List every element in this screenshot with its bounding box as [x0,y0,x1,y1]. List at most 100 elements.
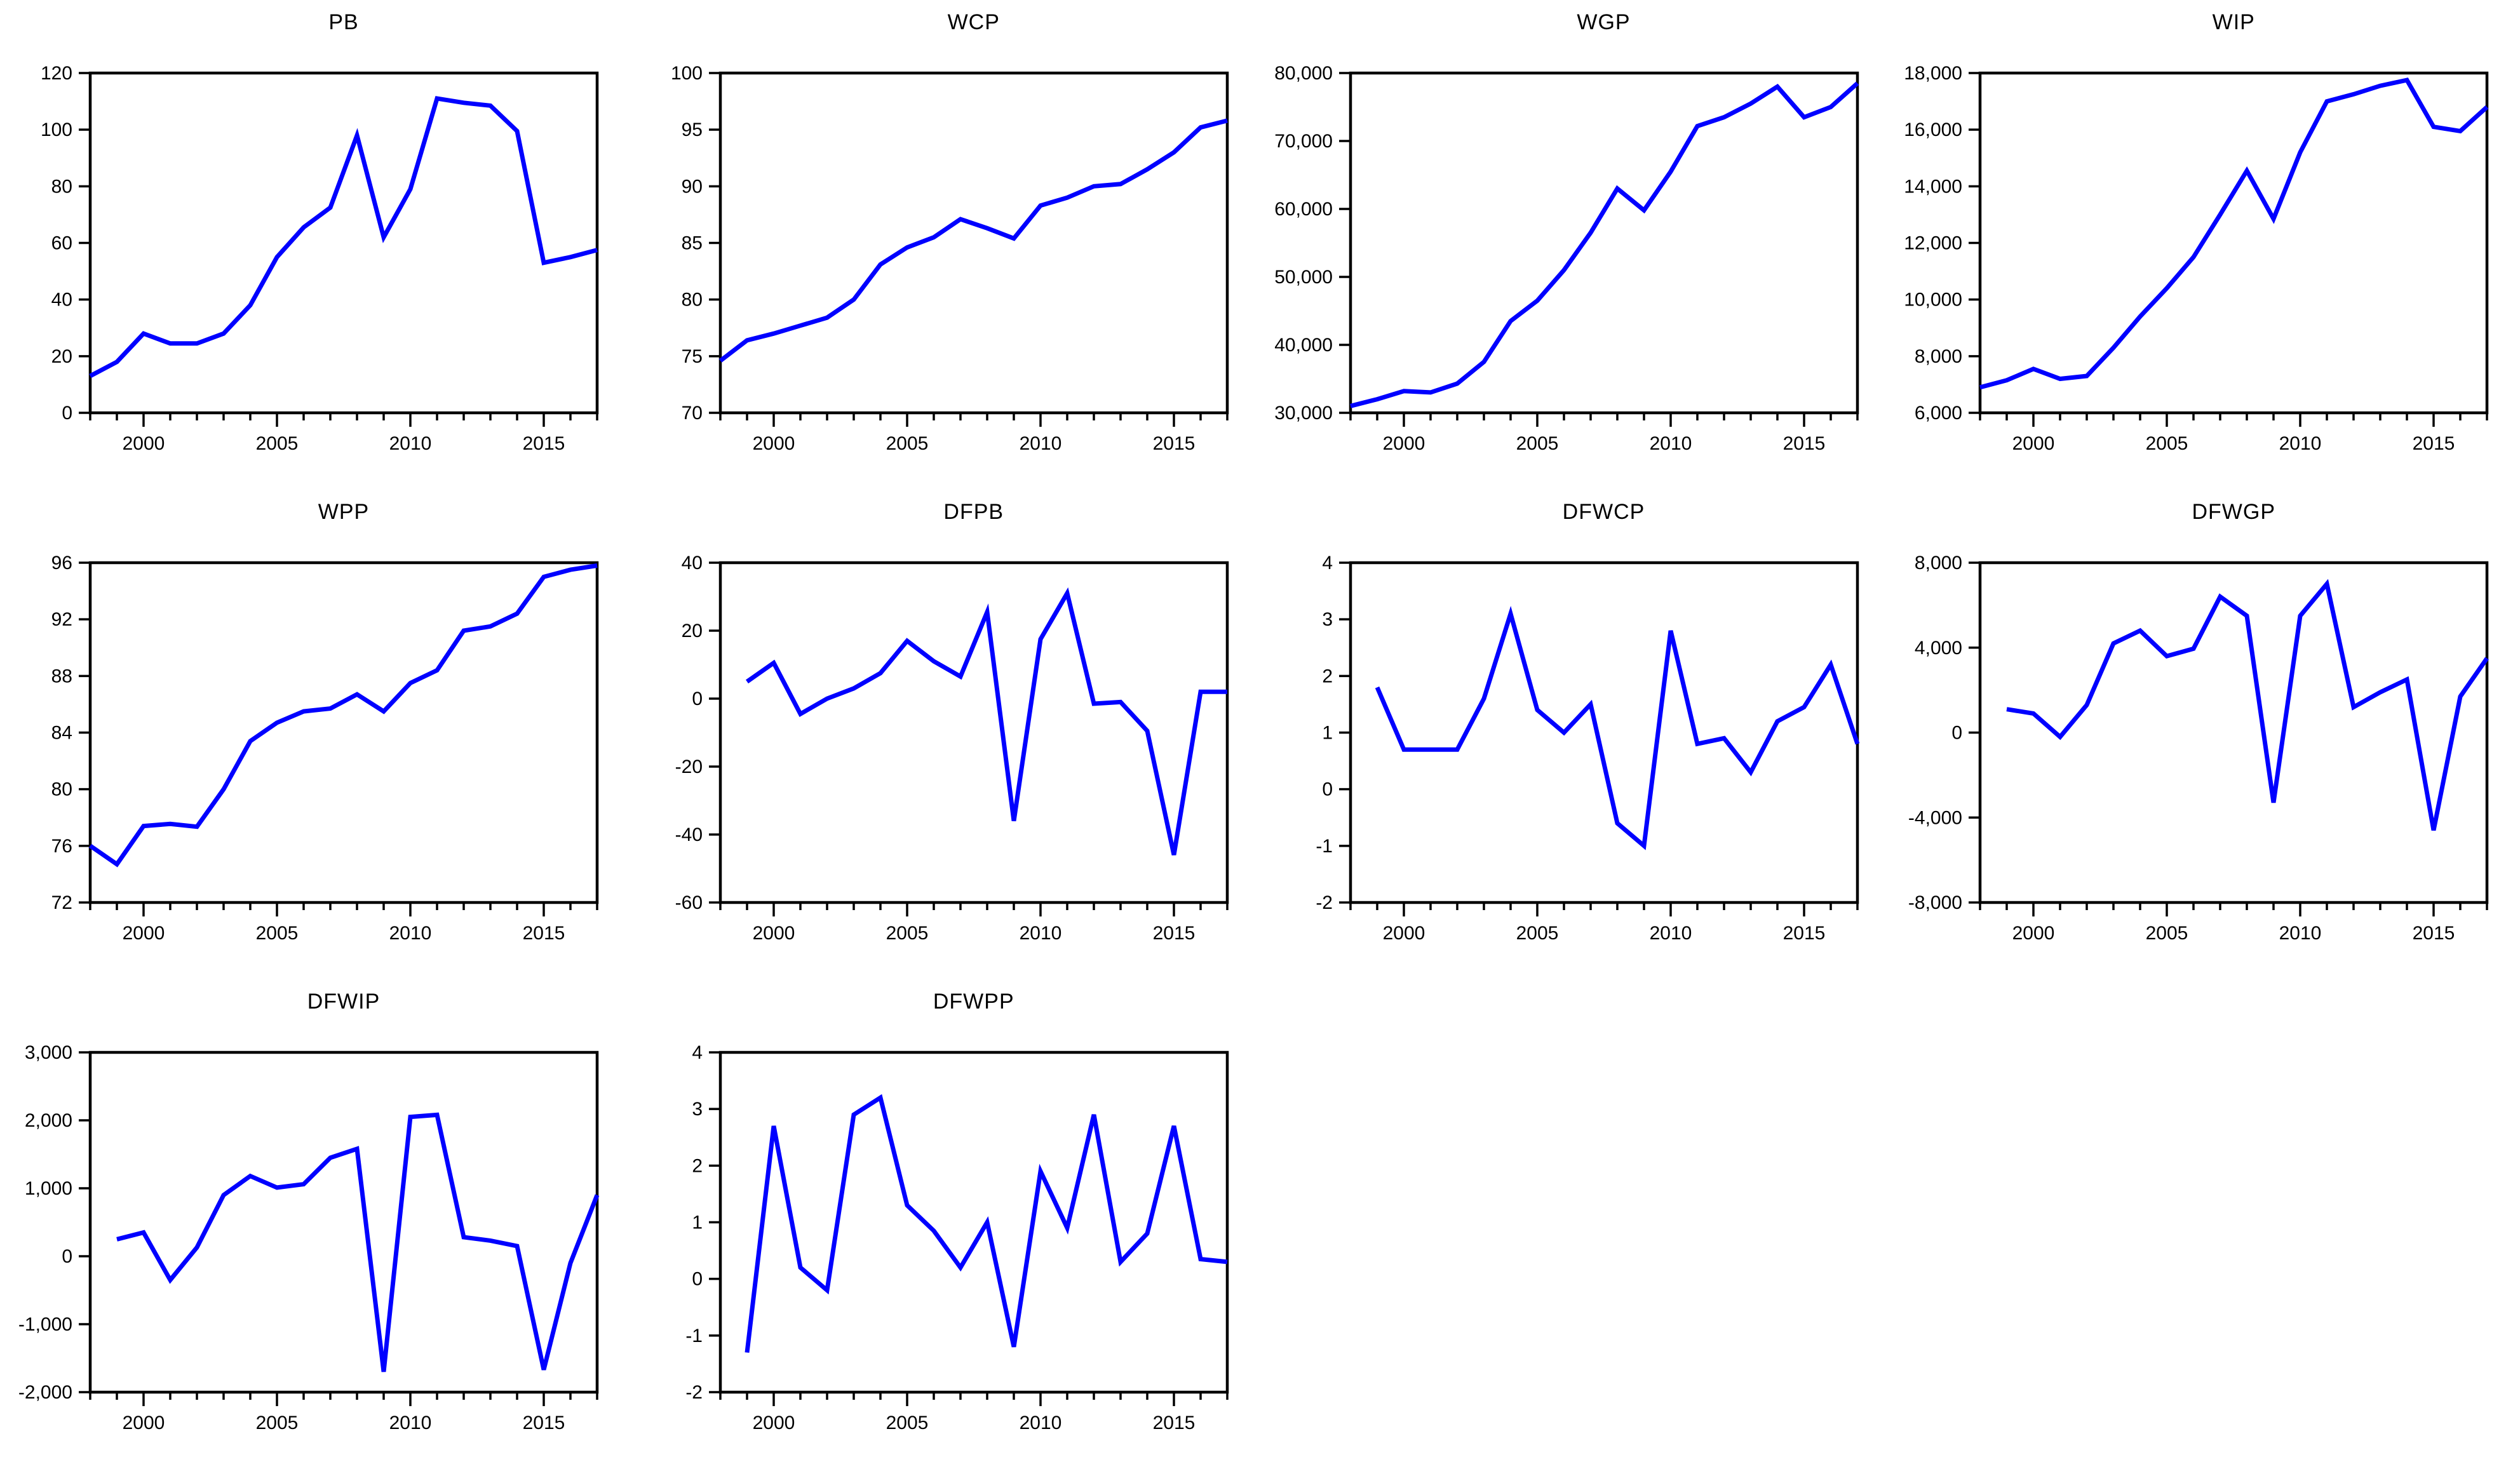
y-tick-label: -1 [685,1325,703,1346]
x-tick-label: 2000 [2012,433,2055,454]
x-tick-label: 2000 [752,433,795,454]
x-tick-label: 2005 [256,923,299,944]
plot-frame [1349,561,1859,904]
y-tick-label: 80 [51,779,72,800]
x-tick-label: 2005 [1516,433,1558,454]
y-tick-label: 10,000 [1904,290,1962,311]
x-tick-label: 2015 [523,923,565,944]
plot-frame [718,71,1229,415]
x-tick-label: 2015 [2413,433,2455,454]
plot-area: -2 -1 0 1 2 3 4 2000 2005 2010 2015 [1316,553,1859,944]
y-tick-label: 3 [692,1099,703,1120]
y-tick-label: 2,000 [25,1110,72,1131]
x-tick-label: 2000 [1382,923,1425,944]
x-tick-label: 2015 [1782,433,1825,454]
y-tick-label: 80,000 [1274,63,1333,84]
chart-wgp: WGP 30,000 40,000 50,000 60,000 70,000 80,000… [1260,0,1890,490]
y-tick-label: 100 [671,63,703,84]
y-tick-label: 0 [1322,779,1333,800]
y-tick-label: 16,000 [1904,119,1962,140]
x-tick-label: 2010 [2279,433,2322,454]
y-tick-label: 50,000 [1274,267,1333,288]
y-tick-label: 96 [51,553,72,574]
x-tick-label: 2010 [1019,433,1061,454]
plot-area: 6,000 8,000 10,000 12,000 14,000 16,000 18,000… [1904,63,2489,454]
y-tick-label: 0 [692,1269,703,1290]
x-tick-label: 2015 [1152,1412,1195,1433]
plot-frame [718,1050,1229,1394]
plot-frame [1979,561,2489,904]
y-tick-label: 80 [681,290,702,311]
y-tick-label: -4,000 [1908,807,1962,828]
x-tick-label: 2005 [886,923,928,944]
x-tick-label: 2010 [1649,433,1692,454]
plot-frame [88,71,599,415]
y-tick-label: 1,000 [25,1178,72,1199]
x-tick-label: 2015 [523,433,565,454]
x-tick-label: 2005 [256,433,299,454]
x-tick-label: 2005 [886,1412,928,1433]
series-line [1979,77,2489,390]
series-line [745,1094,1228,1353]
y-tick-label: -60 [675,892,702,913]
y-tick-label: 3,000 [25,1042,72,1063]
y-tick-label: -40 [675,824,702,845]
y-tick-label: -2 [1316,892,1333,913]
y-tick-label: 60,000 [1274,199,1333,220]
y-tick-label: -20 [675,756,702,777]
y-tick-label: 20 [51,346,72,367]
y-tick-label: 40 [681,553,702,574]
plot-area: -8,000 -4,000 0 4,000 8,000 2000 2005 2010 2015 [1908,553,2490,944]
chart-dfwcp: DFWCP -2 -1 0 1 2 3 4 2000 2005 2010 2015 [1260,490,1890,979]
chart-title: DFWIP [307,989,381,1014]
y-tick-label: -1,000 [18,1314,72,1335]
y-tick-label: 4,000 [1915,638,1962,659]
y-tick-label: 76 [51,836,72,857]
series-line [89,96,598,379]
chart-title: WGP [1577,10,1631,34]
chart-dfwip: DFWIP -2,000 -1,000 0 1,000 2,000 3,000 2000 20… [0,979,630,1469]
y-tick-label: 88 [51,666,72,687]
plot-area: -60 -40 -20 0 20 40 2000 2005 2010 2015 [675,553,1229,944]
x-tick-label: 2005 [886,433,928,454]
x-tick-label: 2015 [2413,923,2455,944]
x-tick-label: 2000 [123,923,165,944]
x-tick-label: 2015 [1152,923,1195,944]
x-tick-label: 2000 [752,1412,795,1433]
x-tick-label: 2010 [2279,923,2322,944]
y-tick-label: 1 [1322,723,1333,744]
series-line [1349,81,1859,408]
y-tick-label: 20 [681,620,702,641]
chart-title: DFWPP [933,989,1014,1014]
x-tick-label: 2000 [123,1412,165,1433]
series-line [745,587,1227,855]
y-tick-label: 14,000 [1904,176,1962,197]
series-line [2006,579,2490,831]
plot-area: 72 76 80 84 88 92 96 2000 2005 2010 2015 [51,553,599,944]
y-tick-label: 2 [1322,666,1333,687]
chart-title: WPP [318,500,370,524]
y-tick-label: 1 [692,1212,703,1233]
chart-pb: PB 0 20 40 60 80 100 120 2000 2005 2010 2015 [0,0,630,490]
y-tick-label: 6,000 [1915,403,1962,424]
y-tick-label: 84 [51,723,72,744]
y-tick-label: -8,000 [1908,892,1962,913]
y-tick-label: 85 [681,233,702,254]
y-tick-label: 72 [51,892,72,913]
chart-title: WCP [947,10,1000,34]
x-tick-label: 2010 [1019,1412,1061,1433]
x-tick-label: 2015 [523,1412,565,1433]
y-tick-label: 90 [681,176,702,197]
plot-area: -2 -1 0 1 2 3 4 2000 2005 2010 2015 [685,1042,1229,1433]
x-tick-label: 2000 [752,923,795,944]
y-tick-label: -2 [685,1382,703,1403]
y-tick-label: 0 [62,1246,72,1267]
plot-frame [1979,71,2489,415]
x-tick-label: 2000 [1382,433,1425,454]
series-line [1375,605,1859,850]
y-tick-label: -1 [1316,836,1333,857]
chart-dfwpp: DFWPP -2 -1 0 1 2 3 4 2000 2005 2010 2015 [630,979,1260,1469]
y-tick-label: 0 [62,403,72,424]
y-tick-label: 8,000 [1915,346,1962,367]
x-tick-label: 2005 [1516,923,1558,944]
